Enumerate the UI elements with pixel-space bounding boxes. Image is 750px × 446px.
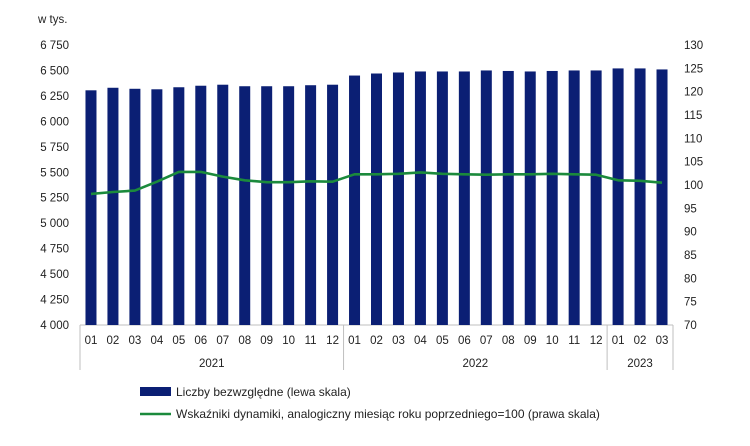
bar <box>261 86 273 326</box>
x-tick-label: 10 <box>546 335 559 347</box>
y-right-tick-label: 115 <box>684 110 702 122</box>
x-tick-label: 09 <box>524 335 537 347</box>
x-tick-label: 12 <box>326 335 339 347</box>
bar <box>458 71 470 326</box>
x-tick-label: 08 <box>502 335 515 347</box>
bar <box>524 71 536 326</box>
legend-bar-label: Liczby bezwzględne (lewa skala) <box>176 385 351 399</box>
x-tick-label: 01 <box>85 335 98 347</box>
line-series <box>90 170 663 196</box>
bar <box>305 85 317 325</box>
x-tick-label: 06 <box>458 335 471 347</box>
bar <box>480 70 492 325</box>
bar <box>590 70 602 325</box>
x-tick-label: 04 <box>414 335 427 347</box>
year-label: 2022 <box>463 358 489 370</box>
bar <box>151 89 163 325</box>
x-tick-label: 01 <box>612 335 625 347</box>
x-axis: 01 02 03 04 05 06 07 08 09 10 11 12 01 02 03 04 05 06 07 08… <box>79 325 674 370</box>
x-tick-label: 07 <box>216 335 229 347</box>
y-left-tick-label: 4 750 <box>40 244 69 256</box>
plot-area: 4 000 4 250 4 500 4 750 5 000 5 250 5 500 5 750… <box>40 40 703 370</box>
bar <box>392 72 404 325</box>
x-tick-label: 08 <box>238 335 251 347</box>
y-right-tick-label: 90 <box>684 227 697 239</box>
x-tick-label: 05 <box>436 335 449 347</box>
x-tick-label: 11 <box>305 335 317 347</box>
bar <box>85 90 97 326</box>
bar <box>436 71 448 326</box>
x-tick-label: 04 <box>150 335 163 347</box>
x-tick-label: 01 <box>348 335 361 347</box>
y-left-tick-label: 6 000 <box>40 116 69 128</box>
bar <box>239 86 251 326</box>
bar-series <box>85 68 668 326</box>
y-left-tick-label: 6 500 <box>40 65 69 77</box>
x-tick-label: 02 <box>634 335 647 347</box>
bar <box>634 68 646 325</box>
y-right-tick-label: 105 <box>684 157 703 169</box>
y-right-tick-label: 85 <box>684 250 697 262</box>
bar <box>327 84 339 325</box>
y-left-tick-label: 6 250 <box>40 91 69 103</box>
bar <box>107 87 119 325</box>
y-right-tick-label: 130 <box>684 40 703 52</box>
x-tick-label: 03 <box>392 335 405 347</box>
y-left-tick-label: 5 500 <box>40 167 69 179</box>
y-right-tick-label: 95 <box>684 203 697 215</box>
bar <box>656 69 668 325</box>
y-axis-right: 70 75 80 85 90 95 100 105 110 115 120 125 130 <box>684 40 703 332</box>
y-left-tick-label: 4 500 <box>40 269 69 281</box>
x-tick-label: 02 <box>370 335 383 347</box>
legend-bar-swatch <box>140 387 171 396</box>
x-tick-label: 09 <box>260 335 273 347</box>
bar <box>173 87 185 325</box>
bar <box>195 85 207 326</box>
y-right-tick-label: 75 <box>684 297 697 309</box>
y-axis-left: 4 000 4 250 4 500 4 750 5 000 5 250 5 500 5 750… <box>40 40 69 332</box>
y-left-tick-label: 6 750 <box>40 40 69 52</box>
y-left-tick-label: 5 000 <box>40 218 69 230</box>
y-right-tick-label: 120 <box>684 87 703 99</box>
bar <box>414 71 426 326</box>
x-tick-label: 05 <box>172 335 185 347</box>
y-left-tick-label: 4 250 <box>40 295 69 307</box>
bar <box>612 68 624 325</box>
y-right-tick-label: 70 <box>684 320 697 332</box>
y-right-tick-label: 125 <box>684 63 703 75</box>
y-left-tick-label: 5 250 <box>40 193 69 205</box>
year-label: 2021 <box>199 358 225 370</box>
left-axis-unit-label: w tys. <box>37 14 67 26</box>
bar <box>349 75 361 325</box>
x-tick-label: 07 <box>480 335 493 347</box>
x-tick-label: 02 <box>107 335 120 347</box>
x-tick-label: 10 <box>282 335 295 347</box>
x-tick-label: 11 <box>568 335 580 347</box>
bar <box>371 73 382 325</box>
x-tick-label: 03 <box>129 335 142 347</box>
legend: Liczby bezwzględne (lewa skala) Wskaźnik… <box>140 385 600 421</box>
bar <box>217 84 229 325</box>
y-right-tick-label: 100 <box>684 180 703 192</box>
year-label: 2023 <box>627 358 653 370</box>
x-tick-label: 03 <box>656 335 669 347</box>
x-tick-label: 12 <box>590 335 603 347</box>
y-left-tick-label: 4 000 <box>40 320 69 332</box>
y-left-tick-label: 5 750 <box>40 142 69 154</box>
legend-line-label: Wskaźniki dynamiki, analogiczny miesiąc … <box>176 407 600 421</box>
bar <box>129 88 141 325</box>
y-right-tick-label: 110 <box>684 133 702 145</box>
bar <box>283 86 295 326</box>
bar <box>546 70 558 325</box>
x-tick-label: 06 <box>194 335 207 347</box>
y-right-tick-label: 80 <box>684 273 697 285</box>
bar <box>568 70 580 325</box>
bar <box>502 70 514 325</box>
